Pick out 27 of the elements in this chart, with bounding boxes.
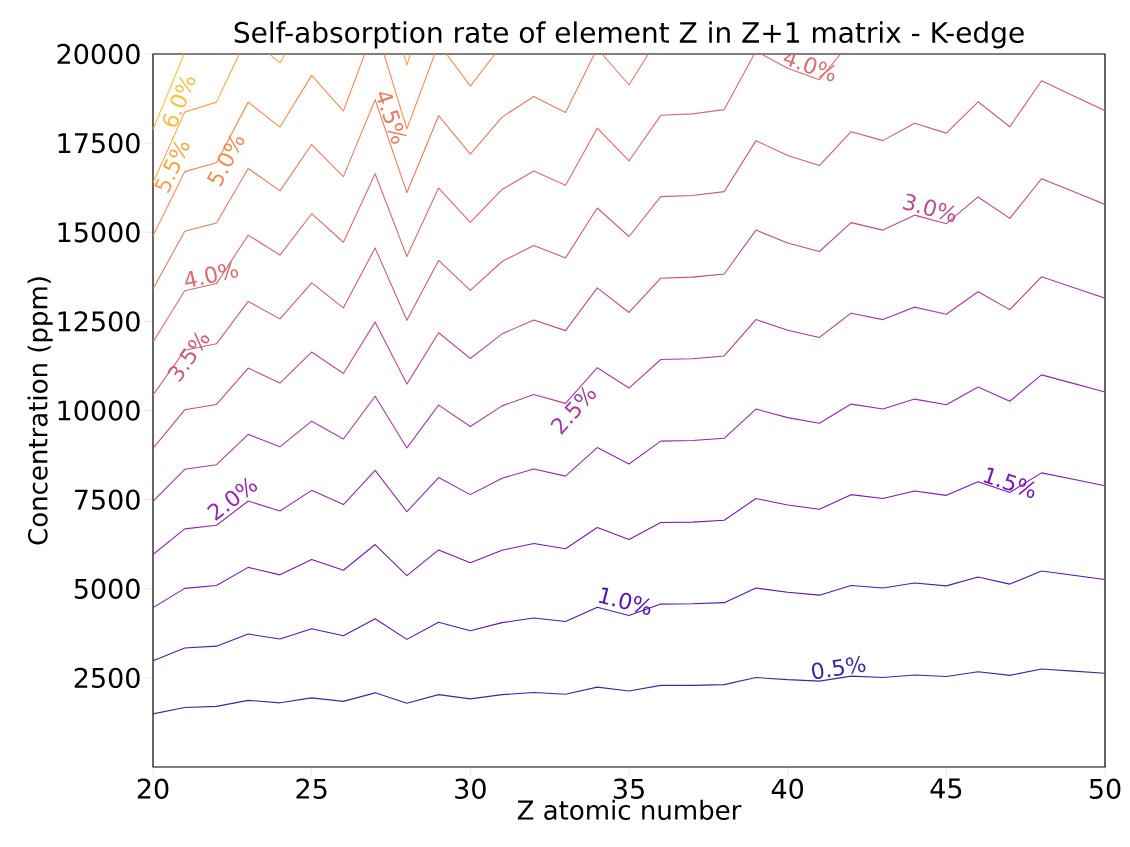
y-tick-label: 7500 [74,489,140,510]
annotation: 5.5% [154,141,190,194]
y-tick-label: 15000 [58,222,140,243]
annotation: 4.0% [185,261,239,287]
annotation: 1.5% [983,467,1035,498]
chart-title: Self-absorption rate of element Z in Z+1 matrix - K-edge [234,21,1024,49]
y-tick-label: 17500 [58,132,140,154]
annotation: 0.5% [811,655,866,680]
y-tick-label: 2500 [74,667,140,689]
annotation: 1.0% [598,587,651,615]
annotation: 4.5% [377,92,407,144]
x-tick-label: 45 [930,778,962,799]
y-tick-label: 5000 [74,578,140,599]
annotation: 3.0% [902,193,956,223]
x-tick-label: 30 [455,778,486,799]
x-tick-label: 35 [613,778,644,799]
y-tick-label: 12500 [58,311,140,332]
x-tick-label: 40 [771,778,804,799]
y-tick-label: 10000 [58,400,140,421]
x-axis-title: Z atomic number [517,799,742,820]
x-tick-label: 20 [137,778,169,799]
x-tick-label: 50 [1089,778,1121,799]
x-tick-label: 25 [296,778,327,799]
annotation: 6.0% [162,76,196,127]
y-tick-label: 20000 [57,43,140,65]
annotation: 4.0% [783,51,836,82]
y-axis-title: Concentration (ppm) [27,277,53,545]
